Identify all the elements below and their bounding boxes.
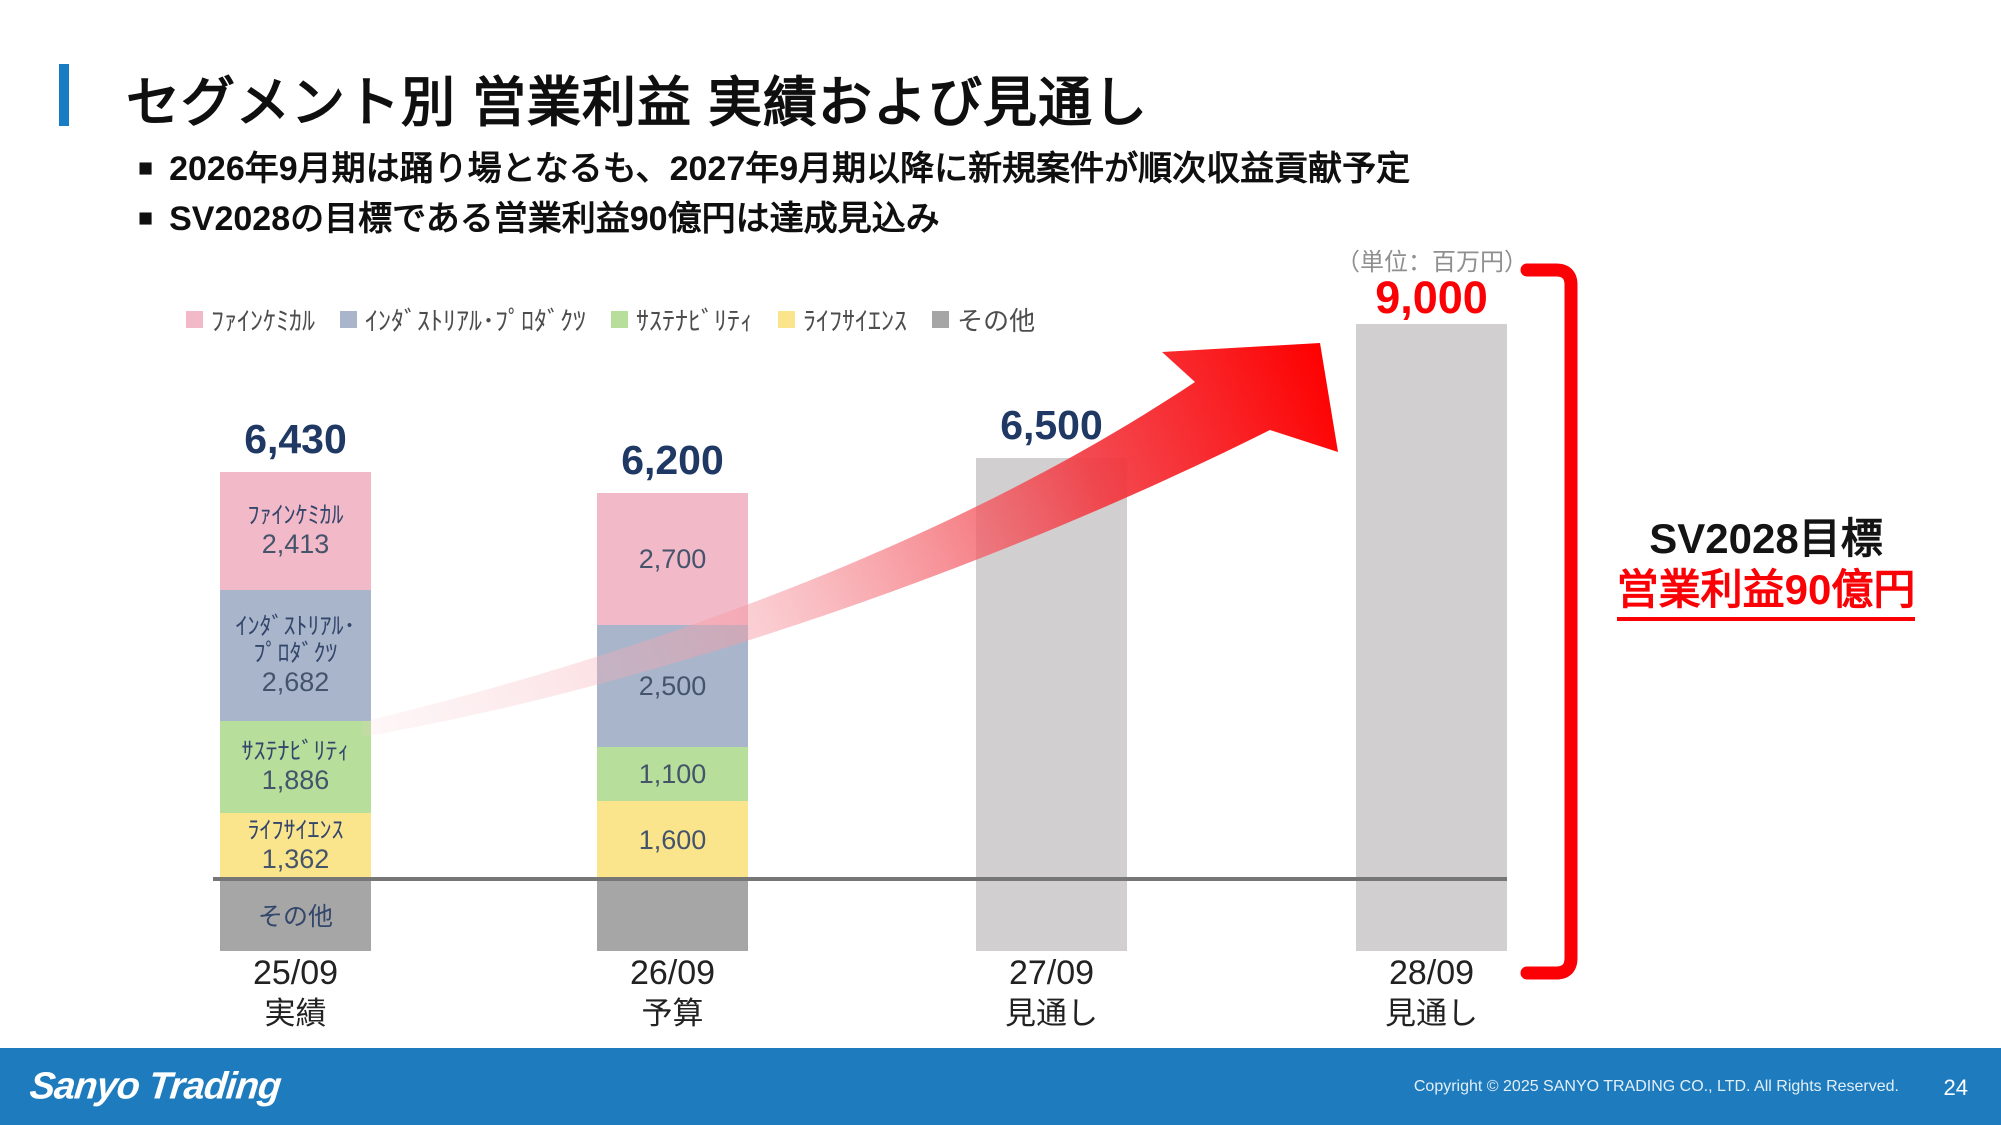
segment-value: 2,682 bbox=[261, 667, 330, 697]
bar-2: 2,700 2,500 1,100 1,600 bbox=[597, 493, 748, 879]
bullet-square-icon: ■ bbox=[138, 204, 154, 232]
legend-label: その他 bbox=[957, 306, 1036, 336]
bullet-square-icon: ■ bbox=[138, 154, 154, 182]
bar-4-below-axis-block bbox=[1356, 879, 1507, 951]
bullet-text: SV2028の目標である営業利益90億円は達成見込み bbox=[169, 200, 940, 238]
legend-label: ｻｽﾃﾅﾋﾞﾘﾃｨ bbox=[636, 306, 754, 336]
bullet-list: ■ 2026年9月期は踊り場となるも、2027年9月期以降に新規案件が順次収益貢献… bbox=[138, 144, 1410, 244]
bullet-item: ■ SV2028の目標である営業利益90億円は達成見込み bbox=[138, 194, 1410, 244]
legend-item-2: ｲﾝﾀﾞｽﾄﾘｱﾙ･ﾌﾟﾛﾀﾞｸﾂ bbox=[340, 301, 586, 338]
segment-value: 1,100 bbox=[638, 758, 707, 789]
bar-1-segment-2: ｲﾝﾀﾞｽﾄﾘｱﾙ･ ﾌﾟﾛﾀﾞｸﾂ 2,682 bbox=[220, 590, 371, 721]
legend-label: ﾌｧｲﾝｹﾐｶﾙ bbox=[211, 306, 316, 336]
x-label-period: 26/09 bbox=[629, 954, 716, 992]
segment-name: ﾌﾟﾛﾀﾞｸﾂ bbox=[253, 640, 338, 667]
bar-4 bbox=[1356, 324, 1507, 879]
chart-legend: ﾌｧｲﾝｹﾐｶﾙ ｲﾝﾀﾞｽﾄﾘｱﾙ･ﾌﾟﾛﾀﾞｸﾂ ｻｽﾃﾅﾋﾞﾘﾃｨ ﾗｲﾌｻｲｴ… bbox=[186, 301, 1035, 338]
bar-1-x-label: 25/09 実績 bbox=[176, 953, 416, 1034]
bar-1-below-axis-block: その他 bbox=[220, 879, 371, 951]
copyright-text: Copyright © 2025 SANYO TRADING CO., LTD.… bbox=[1413, 1077, 1899, 1095]
bar-4-total: 9,000 bbox=[1375, 272, 1488, 323]
x-label-kind: 見通し bbox=[1385, 996, 1478, 1031]
legend-swatch-icon bbox=[186, 311, 203, 328]
bar-1: ﾌｧｲﾝｹﾐｶﾙ 2,413 ｲﾝﾀﾞｽﾄﾘｱﾙ･ ﾌﾟﾛﾀﾞｸﾂ 2,682 ｻｽﾃﾅﾋ… bbox=[220, 472, 371, 879]
below-axis-label: その他 bbox=[257, 903, 333, 931]
goal-bracket-icon bbox=[1520, 263, 1578, 980]
bar-2-below-axis-block bbox=[597, 879, 748, 951]
segment-value: 2,500 bbox=[638, 670, 707, 701]
x-label-period: 27/09 bbox=[1008, 954, 1095, 992]
bar-1-segment-4: ﾗｲﾌｻｲｴﾝｽ 1,362 bbox=[220, 813, 371, 879]
x-label-kind: 予算 bbox=[641, 996, 704, 1031]
page-number: 24 bbox=[1943, 1074, 1968, 1100]
bar-3-total: 6,500 bbox=[1000, 402, 1103, 448]
segment-value: 1,886 bbox=[261, 765, 330, 795]
segment-value: 1,600 bbox=[638, 824, 707, 855]
goal-value: 営業利益90億円 bbox=[1616, 566, 1916, 621]
legend-item-4: ﾗｲﾌｻｲｴﾝｽ bbox=[778, 301, 907, 338]
legend-label: ﾗｲﾌｻｲｴﾝｽ bbox=[803, 306, 908, 336]
bar-1-segment-1: ﾌｧｲﾝｹﾐｶﾙ 2,413 bbox=[220, 472, 371, 590]
bar-2-segment-2: 2,500 bbox=[597, 625, 748, 747]
bullet-item: ■ 2026年9月期は踊り場となるも、2027年9月期以降に新規案件が順次収益貢献… bbox=[138, 144, 1410, 194]
title-accent-bar bbox=[59, 64, 69, 126]
legend-label: ｲﾝﾀﾞｽﾄﾘｱﾙ･ﾌﾟﾛﾀﾞｸﾂ bbox=[365, 306, 587, 336]
legend-swatch-icon bbox=[340, 311, 358, 328]
legend-swatch-icon bbox=[611, 311, 629, 328]
x-label-kind: 実績 bbox=[264, 996, 327, 1031]
bar-2-segment-3: 1,100 bbox=[597, 747, 748, 801]
footer-bar: Sanyo Trading Copyright © 2025 SANYO TRA… bbox=[0, 1048, 2001, 1125]
bar-2-total: 6,200 bbox=[621, 437, 724, 483]
legend-item-1: ﾌｧｲﾝｹﾐｶﾙ bbox=[186, 301, 315, 338]
legend-item-5: その他 bbox=[932, 301, 1035, 338]
bar-1-total: 6,430 bbox=[244, 416, 347, 462]
bar-2-segment-1: 2,700 bbox=[597, 493, 748, 625]
bar-3-below-axis-block bbox=[976, 879, 1127, 951]
segment-name: ﾗｲﾌｻｲｴﾝｽ bbox=[247, 817, 344, 844]
x-label-period: 28/09 bbox=[1388, 954, 1475, 992]
page-title: セグメント別 営業利益 実績および見通し bbox=[126, 73, 1149, 133]
growth-arrow-icon bbox=[362, 343, 1338, 737]
x-label-kind: 見通し bbox=[1005, 996, 1098, 1031]
legend-item-3: ｻｽﾃﾅﾋﾞﾘﾃｨ bbox=[611, 301, 753, 338]
bar-2-x-label: 26/09 予算 bbox=[553, 953, 793, 1034]
x-label-period: 25/09 bbox=[252, 954, 339, 992]
segment-value: 2,700 bbox=[638, 543, 707, 574]
goal-annotation: SV2028目標 営業利益90億円 bbox=[1576, 512, 1956, 621]
goal-title: SV2028目標 bbox=[1649, 515, 1883, 562]
segment-name: ｲﾝﾀﾞｽﾄﾘｱﾙ･ bbox=[235, 613, 356, 640]
legend-swatch-icon bbox=[932, 311, 950, 328]
company-logo: Sanyo Trading bbox=[27, 1065, 283, 1107]
bullet-text: 2026年9月期は踊り場となるも、2027年9月期以降に新規案件が順次収益貢献予… bbox=[169, 150, 1411, 188]
segment-name: ｻｽﾃﾅﾋﾞﾘﾃｨ bbox=[241, 738, 350, 765]
bar-1-segment-3: ｻｽﾃﾅﾋﾞﾘﾃｨ 1,886 bbox=[220, 721, 371, 813]
bar-3-x-label: 27/09 見通し bbox=[932, 953, 1172, 1034]
x-axis-line bbox=[213, 877, 1507, 881]
unit-note: （単位：百万円） bbox=[1336, 249, 1528, 276]
legend-swatch-icon bbox=[778, 311, 796, 328]
segment-value: 2,413 bbox=[261, 529, 330, 559]
segment-name: ﾌｧｲﾝｹﾐｶﾙ bbox=[247, 502, 344, 529]
bar-2-segment-4: 1,600 bbox=[597, 801, 748, 879]
bar-4-x-label: 28/09 見通し bbox=[1312, 953, 1552, 1034]
segment-value: 1,362 bbox=[261, 844, 330, 874]
bar-3 bbox=[976, 458, 1127, 879]
